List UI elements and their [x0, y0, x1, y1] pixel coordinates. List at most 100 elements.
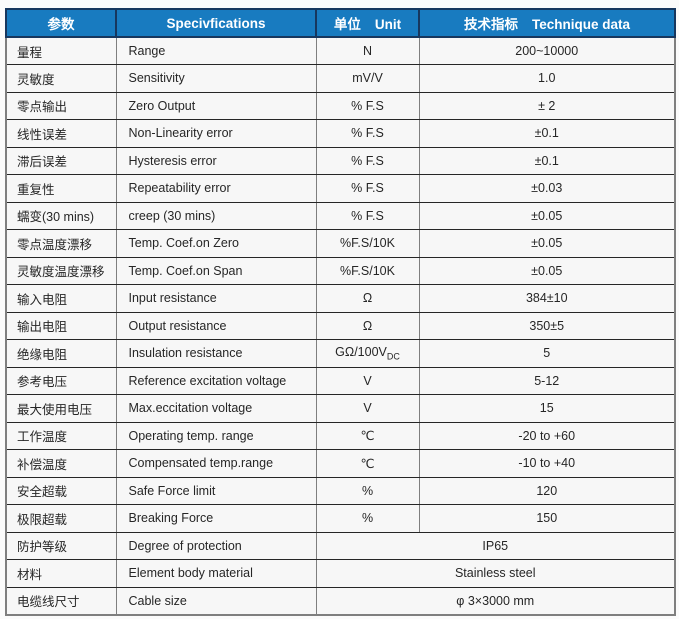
unit-cell: % F.S: [315, 174, 420, 203]
value-cell-merged: IP65: [315, 531, 676, 560]
unit-cell: ℃: [315, 421, 420, 450]
table-row: 蠕变(30 mins) creep (30 mins) % F.S ±0.05: [5, 201, 676, 230]
unit-cell: %F.S/10K: [315, 229, 420, 258]
spec-cell-en: Degree of protection: [115, 531, 317, 560]
param-cell-zh: 重复性: [5, 174, 117, 203]
spec-cell-en: Temp. Coef.on Span: [115, 256, 317, 285]
table-row: 防护等级 Degree of protection IP65: [5, 531, 676, 560]
table-row: 最大使用电压 Max.eccitation voltage V 15: [5, 394, 676, 423]
unit-cell: N: [315, 36, 420, 65]
param-cell-zh: 补偿温度: [5, 449, 117, 478]
table-row: 输出电阻 Output resistance Ω 350±5: [5, 311, 676, 340]
table-row: 量程 Range N 200~10000: [5, 36, 676, 65]
table-row: 重复性 Repeatability error % F.S ±0.03: [5, 174, 676, 203]
unit-cell: Ω: [315, 311, 420, 340]
spec-cell-en: Element body material: [115, 559, 317, 588]
col-header-specifications-en: Specivfications: [166, 15, 266, 31]
unit-text: N: [362, 44, 373, 58]
table-row: 安全超载 Safe Force limit% 120: [5, 476, 676, 505]
param-cell-zh: 滞后误差: [5, 146, 117, 175]
col-header-param: 参数: [5, 8, 117, 38]
spec-cell-en: Max.eccitation voltage: [115, 394, 317, 423]
spec-cell-en: Breaking Force: [115, 504, 317, 533]
spec-cell-en: Hysteresis error: [115, 146, 317, 175]
table-row: 灵敏度温度漂移 Temp. Coef.on Span %F.S/10K ±0.05: [5, 256, 676, 285]
value-cell: 200~10000: [418, 36, 676, 65]
spec-cell-en: Cable size: [115, 586, 317, 615]
unit-text: ℃: [360, 429, 375, 444]
spec-cell-en: Output resistance: [115, 311, 317, 340]
spec-cell-en: Operating temp. range: [115, 421, 317, 450]
col-header-technique-data: 技术指标 Technique data: [418, 8, 676, 38]
unit-cell: V: [315, 366, 420, 395]
unit-text: % F.S: [351, 126, 384, 141]
unit-text: % F.S: [351, 208, 384, 223]
value-cell: 350±5: [418, 311, 676, 340]
param-cell-zh: 工作温度: [5, 421, 117, 450]
unit-cell: V: [315, 394, 420, 423]
value-cell: ±0.03: [418, 174, 676, 203]
table-row: 电缆线尺寸 Cable size φ 3×3000 mm: [5, 586, 676, 615]
param-cell-zh: 灵敏度温度漂移: [5, 256, 117, 285]
spec-cell-en: Repeatability error: [115, 174, 317, 203]
table-row: 极限超载 Breaking Force% 150: [5, 504, 676, 533]
spec-cell-en: Reference excitation voltage: [115, 366, 317, 395]
unit-cell: % F.S: [315, 146, 420, 175]
value-cell: -10 to +40: [418, 449, 676, 478]
unit-cell: Ω: [315, 284, 420, 313]
unit-cell: % F.S: [315, 201, 420, 230]
col-header-technique-data-en: Technique data: [531, 17, 630, 32]
value-cell: 150: [418, 504, 676, 533]
col-header-param-zh: 参数: [47, 17, 75, 32]
value-cell: 15: [418, 394, 676, 423]
unit-text: %: [361, 483, 374, 498]
value-cell: 384±10: [418, 284, 676, 313]
specification-table-container: 参数 Specivfications 单位 Unit 技术指标 Technique …: [5, 8, 676, 616]
unit-cell: %F.S/10K: [315, 256, 420, 285]
table-row: 补偿温度 Compensated temp.range ℃ -10 to +40: [5, 449, 676, 478]
unit-text: % F.S: [351, 181, 384, 196]
table-row: 输入电阻 Input resistance Ω 384±10: [5, 284, 676, 313]
spec-cell-en: Sensitivity: [115, 64, 317, 93]
unit-text: %F.S/10K: [340, 263, 395, 278]
param-cell-zh: 参考电压: [5, 366, 117, 395]
unit-text: % F.S: [351, 153, 384, 168]
unit-text: V: [363, 373, 372, 388]
table-body: 量程 Range N 200~10000 灵敏度 Sensitivity mV/V 1.0 零点…: [5, 36, 676, 615]
spec-cell-en: Compensated temp.range: [115, 449, 317, 478]
unit-text: mV/V: [352, 71, 383, 86]
param-cell-zh: 极限超载: [5, 504, 117, 533]
value-cell: 1.0: [418, 64, 676, 93]
unit-text: Ω: [362, 318, 373, 333]
unit-cell: mV/V: [315, 64, 420, 93]
param-cell-zh: 灵敏度: [5, 64, 117, 93]
col-header-specifications: Specivfications: [115, 8, 317, 38]
spec-cell-en: Input resistance: [115, 284, 317, 313]
spec-cell-en: Zero Output: [115, 91, 317, 120]
table-row: 材料 Element body material Stainless steel: [5, 559, 676, 588]
value-cell: ±0.1: [418, 146, 676, 175]
value-cell: 5: [418, 339, 676, 368]
specification-table: 参数 Specivfications 单位 Unit 技术指标 Technique …: [5, 8, 676, 616]
unit-cell: GΩ/100VDC: [315, 339, 420, 368]
table-row: 滞后误差 Hysteresis error % F.S ±0.1: [5, 146, 676, 175]
unit-text: Ω: [362, 291, 373, 306]
unit-cell: %: [315, 476, 420, 505]
value-cell-merged: Stainless steel: [315, 559, 676, 588]
unit-subscript: DC: [386, 351, 400, 362]
spec-cell-en: Insulation resistance: [115, 339, 317, 368]
value-cell: -20 to +60: [418, 421, 676, 450]
param-cell-zh: 零点输出: [5, 91, 117, 120]
unit-cell: ℃: [315, 449, 420, 478]
param-cell-zh: 输入电阻: [5, 284, 117, 313]
unit-text: %F.S/10K: [340, 236, 395, 251]
param-cell-zh: 零点温度漂移: [5, 229, 117, 258]
unit-text: % F.S: [351, 98, 384, 113]
value-cell: ±0.05: [418, 201, 676, 230]
unit-text: V: [363, 401, 372, 416]
col-header-unit-en: Unit: [374, 17, 402, 32]
unit-text: GΩ/100V: [335, 345, 387, 359]
spec-cell-en: Safe Force limit: [115, 476, 317, 505]
param-cell-zh: 量程: [5, 36, 117, 65]
unit-cell: % F.S: [315, 91, 420, 120]
